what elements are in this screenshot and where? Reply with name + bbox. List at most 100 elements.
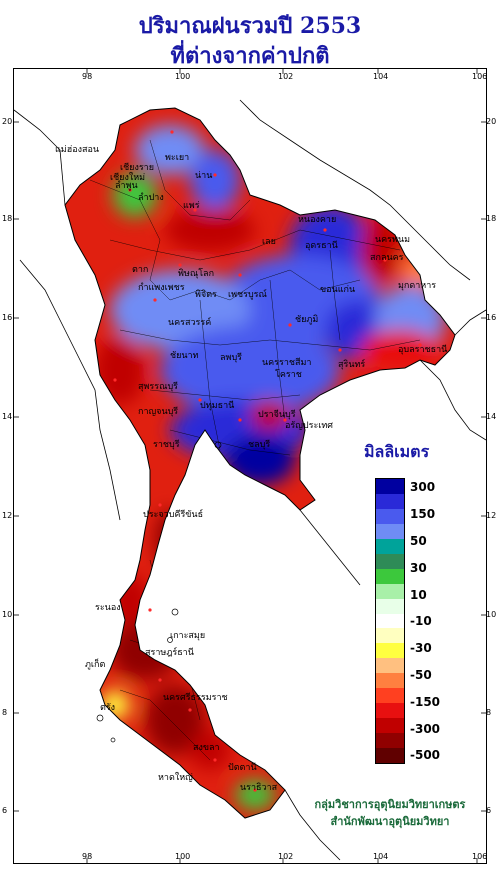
legend-label: 30 (410, 561, 427, 575)
thailand-outline (64, 107, 456, 819)
place-label: กาญจนบุรี (138, 407, 179, 417)
place-label: อรัญประเทศ (285, 421, 334, 431)
legend-colorbar (375, 478, 405, 764)
place-label: พะเยา (165, 153, 190, 163)
legend-title: มิลลิเมตร (364, 442, 430, 461)
legend-label: -500 (410, 748, 441, 762)
place-label: ขอนแก่น (320, 285, 356, 295)
place-label: ภูเก็ต (85, 660, 106, 670)
place-label: ตาก (132, 265, 149, 275)
place-label: เลย (262, 237, 276, 247)
legend-swatch (376, 538, 404, 555)
place-label: โคราช (275, 370, 302, 380)
map-subtitle: ที่ต่างจากค่าปกติ (170, 43, 330, 69)
place-label: แพร่ (183, 201, 200, 211)
legend-swatch (376, 553, 404, 570)
latitude-tick-label-right: 10 (486, 610, 497, 619)
latitude-tick-label-right: 12 (486, 511, 497, 520)
place-label: ปราจีนบุรี (258, 410, 296, 420)
latitude-tick-label-right: 8 (486, 708, 492, 717)
longitude-tick-label-bottom: 102 (278, 852, 294, 861)
place-label: พิษณุโลก (178, 269, 215, 279)
credit-line-2: สำนักพัฒนาอุตุนิยมวิทยา (330, 815, 450, 828)
legend-swatch (376, 688, 404, 704)
place-label: หาดใหญ่ (158, 773, 193, 783)
place-label: หนองคาย (298, 215, 337, 225)
place-label: ราชบุรี (153, 440, 180, 450)
legend-swatch (376, 568, 404, 585)
place-label: พิจิตร (195, 290, 217, 300)
latitude-tick-label-left: 6 (2, 806, 8, 815)
place-label: อุดรธานี (305, 241, 338, 251)
legend-swatch (376, 673, 404, 689)
place-label: ลำพูน (115, 181, 138, 191)
legend-swatch (376, 733, 404, 749)
legend-label: 50 (410, 534, 427, 548)
map-title: ปริมาณฝนรวมปี 2553 (138, 13, 362, 39)
longitude-tick-label-top: 98 (82, 72, 93, 81)
latitude-tick-label-right: 6 (486, 806, 492, 815)
latitude-tick-label-left: 10 (2, 610, 13, 619)
legend-swatch (376, 598, 404, 615)
longitude-tick-label-bottom: 98 (82, 852, 93, 861)
legend-label: -300 (410, 722, 441, 736)
longitude-tick-label-top: 100 (175, 72, 191, 81)
longitude-tick-label-top: 106 (472, 72, 488, 81)
place-label: เชียงใหม่ (110, 173, 146, 183)
legend-swatch (376, 613, 404, 629)
legend-swatch (376, 523, 404, 540)
latitude-tick-label-left: 18 (2, 214, 13, 223)
axis-ticks (13, 68, 487, 864)
place-label: ลพบุรี (220, 353, 242, 363)
legend-label: -150 (410, 695, 441, 709)
latitude-tick-label-left: 12 (2, 511, 13, 520)
legend-label: -50 (410, 668, 432, 682)
latitude-tick-label-left: 20 (2, 117, 13, 126)
longitude-tick-label-top: 102 (278, 72, 294, 81)
longitude-tick-label-bottom: 100 (175, 852, 191, 861)
latitude-tick-label-left: 8 (2, 708, 8, 717)
place-label: สุรินทร์ (338, 360, 366, 370)
place-label: เกาะสมุย (170, 631, 206, 641)
legend-swatch (376, 658, 404, 674)
place-label: สุพรรณบุรี (138, 382, 178, 392)
legend-swatch (376, 508, 404, 525)
place-label: ชัยนาท (170, 351, 199, 361)
latitude-tick-label-right: 16 (486, 313, 497, 322)
place-label: ประจวบคีรีขันธ์ (143, 510, 204, 520)
place-label: สกลนคร (370, 253, 404, 263)
legend-swatch (376, 628, 404, 644)
place-label: น่าน (195, 171, 213, 181)
latitude-tick-label-right: 18 (486, 214, 497, 223)
latitude-tick-label-left: 16 (2, 313, 13, 322)
place-label: มุกดาหาร (398, 281, 437, 291)
place-label: นครศรีธรรมราช (163, 693, 228, 703)
legend-swatch (376, 703, 404, 719)
place-label: กำแพงเพชร (138, 283, 185, 293)
legend-swatch (376, 718, 404, 734)
neighbour-borders (13, 99, 487, 861)
latitude-tick-label-right: 14 (486, 412, 497, 421)
place-label: นครพนม (375, 235, 411, 245)
place-label: เพชรบูรณ์ (228, 290, 267, 300)
legend-label: 300 (410, 480, 436, 494)
place-label: สุราษฎร์ธานี (145, 648, 194, 658)
place-label: แม่ฮ่องสอน (55, 145, 100, 155)
latitude-tick-label-left: 14 (2, 412, 13, 421)
place-label: เชียงราย (120, 163, 155, 173)
latitude-tick-label-right: 20 (486, 117, 497, 126)
station-dots (113, 130, 422, 792)
legend-swatch (376, 643, 404, 659)
place-label: ชลบุรี (248, 440, 271, 450)
legend-label: -30 (410, 641, 432, 655)
credit-line-1: กลุ่มวิชาการอุตุนิยมวิทยาเกษตร (314, 798, 466, 811)
legend-swatch (376, 583, 404, 600)
place-label: ลำปาง (138, 193, 164, 203)
place-label: ปัตตานี (228, 763, 257, 773)
place-label: สงขลา (193, 743, 220, 753)
islands (96, 441, 222, 743)
legend-swatch (376, 479, 404, 495)
legend-label: -10 (410, 614, 432, 628)
place-label: นราธิวาส (240, 783, 278, 793)
